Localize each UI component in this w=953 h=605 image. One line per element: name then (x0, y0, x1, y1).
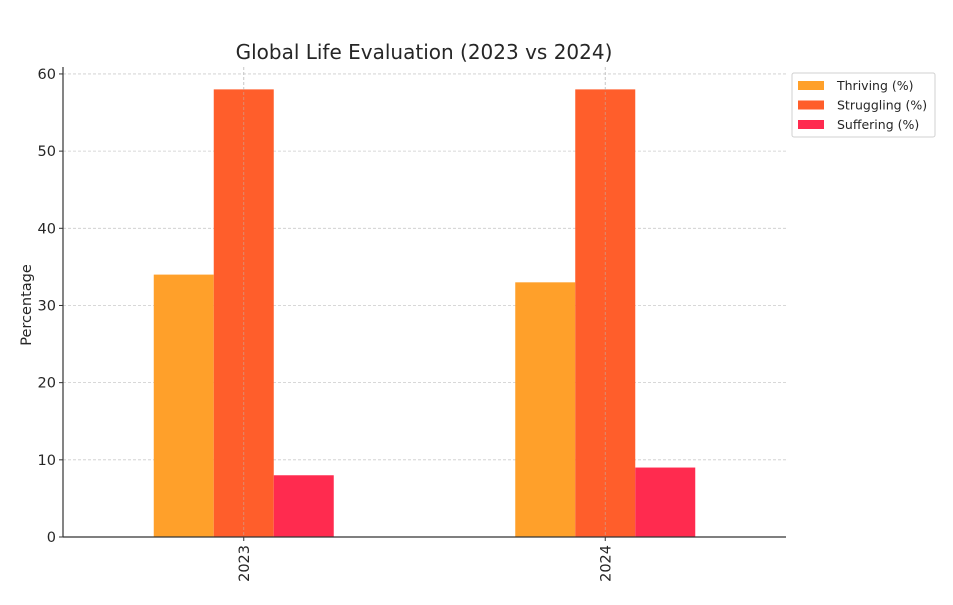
axes (62, 67, 786, 538)
chart-title: Global Life Evaluation (2023 vs 2024) (236, 40, 613, 64)
legend: Thriving (%) Struggling (%) Suffering (%) (791, 72, 936, 138)
legend-label: Struggling (%) (837, 98, 927, 113)
y-tick-label: 40 (38, 221, 56, 237)
x-axis-ticks: 2023 2024 (237, 537, 614, 582)
bars (153, 67, 696, 537)
legend-swatch (798, 120, 824, 129)
legend-swatch (798, 81, 824, 90)
y-tick-label: 30 (38, 298, 56, 314)
bar-suffering-2024 (635, 467, 696, 537)
legend-label: Suffering (%) (837, 117, 919, 132)
y-tick-label: 20 (38, 376, 56, 392)
x-tick-label: 2023 (237, 545, 253, 582)
bar-thriving-2024 (515, 282, 576, 537)
y-axis-ticks: 0 10 20 30 40 50 60 (38, 67, 63, 546)
y-tick-label: 10 (38, 453, 56, 469)
y-tick-label: 50 (38, 144, 56, 160)
y-tick-label: 60 (38, 67, 56, 83)
legend-label: Thriving (%) (836, 78, 914, 93)
legend-box (791, 72, 936, 138)
y-axis-label: Percentage (19, 264, 35, 346)
legend-swatch (798, 100, 824, 110)
x-tick-label: 2024 (598, 545, 614, 582)
bar-thriving-2023 (153, 274, 214, 537)
y-tick-label: 0 (47, 530, 56, 546)
bar-suffering-2023 (273, 475, 334, 537)
